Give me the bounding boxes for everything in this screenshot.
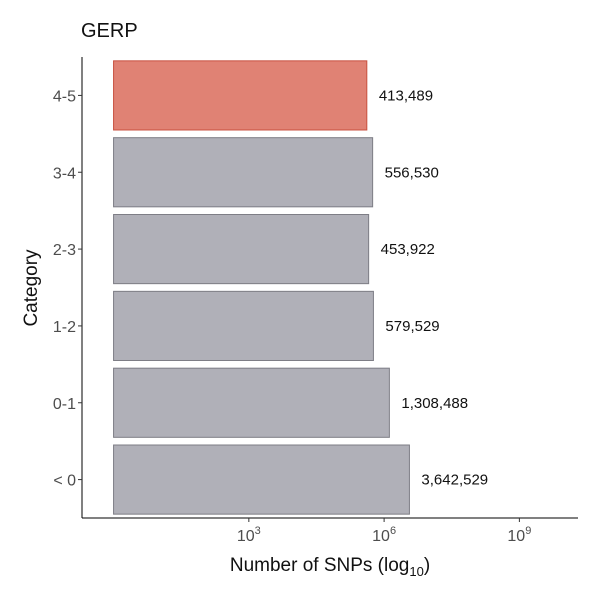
- chart-title: GERP: [81, 20, 138, 42]
- plot-area: 3,642,529 1,308,488 579,529 453,922 556,530 4…: [113, 60, 488, 515]
- y-axis-title: Category: [21, 249, 42, 327]
- x-tick-label-1: 106: [372, 525, 396, 545]
- y-tick-label-5: 4-5: [53, 88, 76, 105]
- y-tick-label-2: 1-2: [53, 319, 76, 336]
- data-label-1: 1,308,488: [401, 395, 468, 412]
- x-axis-title: Number of SNPs (log10): [230, 555, 430, 579]
- y-tick-label-1: 0-1: [53, 396, 76, 413]
- bar-0: [113, 444, 410, 515]
- y-tick-label-4: 3-4: [53, 165, 76, 182]
- bar-4: [113, 137, 374, 208]
- y-tick-label-3: 2-3: [53, 242, 76, 259]
- y-tick-label-0: < 0: [53, 473, 76, 490]
- bar-1: [113, 367, 390, 438]
- data-label-0: 3,642,529: [421, 472, 488, 489]
- data-label-5: 413,489: [379, 87, 433, 104]
- bar-5: [113, 60, 368, 131]
- bar-2: [113, 290, 374, 361]
- x-tick-label-0: 103: [237, 525, 261, 545]
- x-tick-label-2: 109: [507, 525, 531, 545]
- bar-3: [113, 214, 370, 285]
- data-label-4: 556,530: [385, 164, 439, 181]
- data-label-3: 453,922: [381, 241, 435, 258]
- data-label-2: 579,529: [385, 318, 439, 335]
